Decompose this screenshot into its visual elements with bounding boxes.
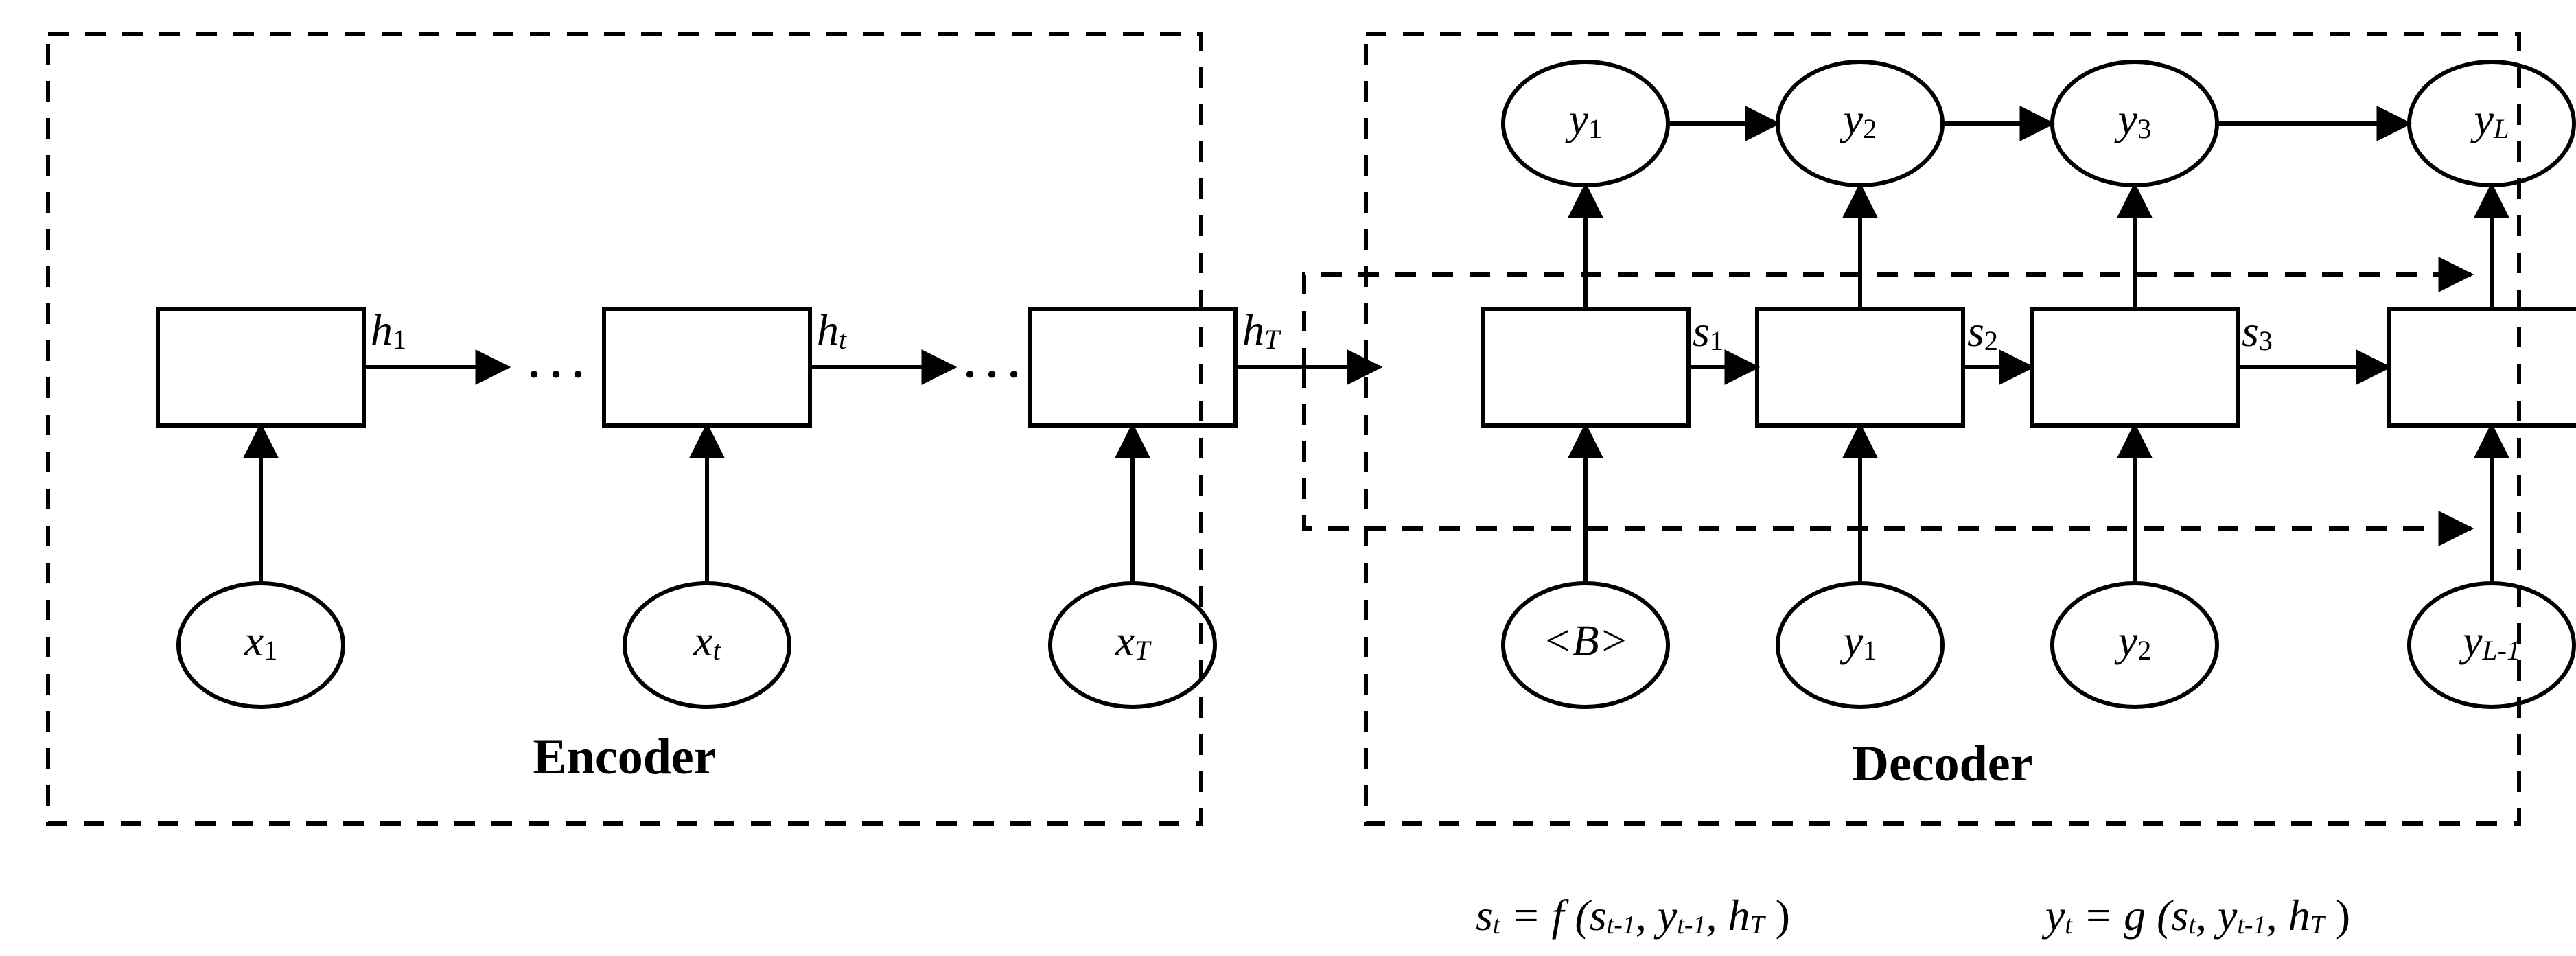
context-trunk-top	[1304, 275, 2471, 367]
decoder-y-out-label: y3	[2114, 95, 2151, 145]
decoder-rect	[2389, 309, 2576, 425]
dots: . . .	[964, 338, 1019, 387]
encoder-h-label: hT	[1242, 305, 1281, 355]
decoder-title: Decoder	[1853, 736, 2033, 792]
context-trunk-bottom	[1304, 367, 2471, 528]
encoder-rect	[1030, 309, 1235, 425]
decoder-y-out-label: yL	[2470, 95, 2509, 145]
encoder-h-label: ht	[817, 305, 847, 355]
encoder-x-label: xt	[693, 616, 721, 666]
encoder-h-label: h1	[371, 305, 406, 355]
encoder-box	[48, 34, 1201, 824]
encoder-x-label: xT	[1115, 616, 1152, 666]
encoder-rect	[158, 309, 364, 425]
decoder-y-out-label: y1	[1565, 95, 1602, 145]
equation: st = f (st-1, yt-1, hT )	[1476, 891, 1790, 940]
equation: yt = g (st, yt-1, hT )	[2041, 891, 2350, 940]
decoder-y-out-label: y2	[1840, 95, 1877, 145]
decoder-rect	[1757, 309, 1963, 425]
decoder-y-in-label: y2	[2114, 616, 2151, 666]
encoder-title: Encoder	[533, 729, 716, 785]
decoder-rect	[1483, 309, 1689, 425]
decoder-box	[1366, 34, 2519, 824]
decoder-s-label: s2	[1967, 307, 1998, 357]
encoder-x-label: x1	[244, 616, 277, 666]
decoder-y-in-label: yL-1	[2459, 616, 2520, 666]
decoder-rect	[2032, 309, 2238, 425]
decoder-s-label: s3	[2242, 307, 2273, 357]
encoder-rect	[604, 309, 810, 425]
decoder-s-label: s1	[1693, 307, 1724, 357]
dots: . . .	[529, 338, 583, 387]
decoder-y-in-label: <B>	[1542, 616, 1628, 665]
decoder-y-in-label: y1	[1840, 616, 1877, 666]
